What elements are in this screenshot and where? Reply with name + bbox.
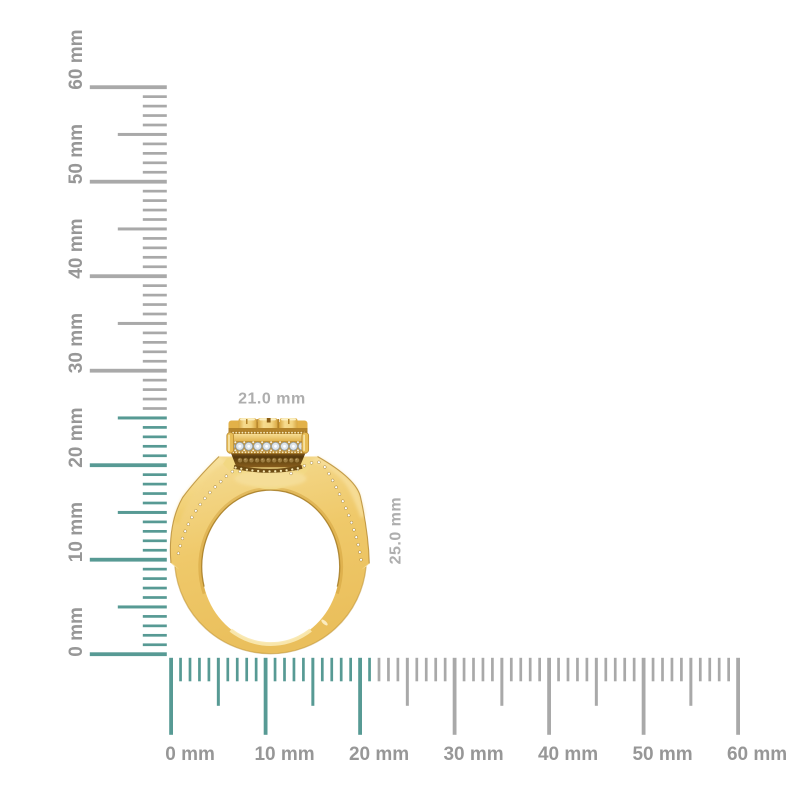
svg-text:50 mm: 50 mm	[632, 744, 692, 765]
svg-text:10 mm: 10 mm	[254, 744, 314, 765]
svg-text:60 mm: 60 mm	[727, 744, 787, 765]
svg-text:30 mm: 30 mm	[66, 313, 87, 373]
svg-text:40 mm: 40 mm	[66, 218, 87, 278]
svg-text:20 mm: 20 mm	[349, 744, 409, 765]
svg-text:10 mm: 10 mm	[66, 502, 87, 562]
svg-text:0 mm: 0 mm	[66, 607, 87, 657]
svg-text:0 mm: 0 mm	[165, 744, 215, 765]
svg-text:40 mm: 40 mm	[538, 744, 598, 765]
svg-text:25.0 mm: 25.0 mm	[388, 497, 405, 565]
svg-text:50 mm: 50 mm	[66, 124, 87, 184]
svg-text:60 mm: 60 mm	[66, 29, 87, 89]
svg-text:21.0 mm: 21.0 mm	[238, 391, 306, 408]
svg-text:20 mm: 20 mm	[66, 407, 87, 467]
svg-text:30 mm: 30 mm	[443, 744, 503, 765]
